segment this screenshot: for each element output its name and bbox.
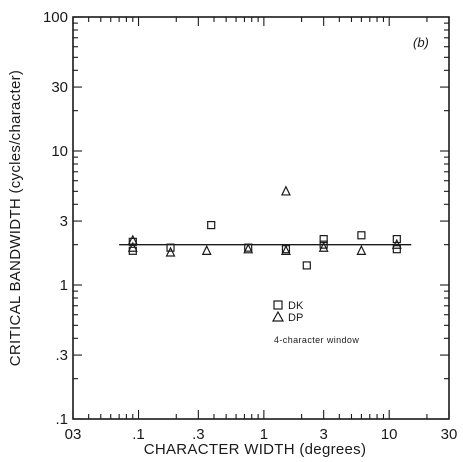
y-tick-label: 10 bbox=[51, 143, 68, 160]
legend-item-dk: DK bbox=[273, 300, 304, 312]
x-tick-label: 1 bbox=[260, 426, 268, 443]
legend-marker-triangle bbox=[271, 310, 285, 322]
legend-marker-square bbox=[273, 300, 283, 310]
data-point-dk bbox=[392, 235, 401, 244]
y-tick-label: 1 bbox=[60, 277, 68, 294]
data-points bbox=[127, 185, 402, 270]
y-tick-labels: .1 .3 1 3 10 30 100 bbox=[43, 9, 68, 428]
legend: DK DP 4-character window bbox=[271, 300, 359, 345]
panel-label: (b) bbox=[413, 35, 429, 50]
axis-ticks bbox=[72, 16, 450, 420]
y-tick-label: 3 bbox=[60, 213, 68, 230]
x-axis-title: CHARACTER WIDTH (degrees) bbox=[144, 441, 367, 458]
data-point-dk bbox=[357, 231, 366, 240]
data-point-dp bbox=[165, 246, 176, 257]
legend-label-dk: DK bbox=[288, 300, 304, 312]
data-point-dk bbox=[392, 245, 401, 254]
data-point-dp bbox=[243, 243, 254, 254]
y-axis-title: CRITICAL BANDWIDTH (cycles/character) bbox=[7, 70, 24, 366]
legend-item-dp: DP bbox=[271, 310, 303, 324]
data-point-dk bbox=[207, 220, 216, 230]
x-tick-label: 10 bbox=[381, 426, 398, 443]
legend-note: 4-character window bbox=[274, 335, 359, 345]
legend-label-dp: DP bbox=[288, 312, 303, 324]
x-tick-label: 30 bbox=[441, 426, 458, 443]
data-point-dp bbox=[127, 241, 138, 252]
x-tick-label: .1 bbox=[132, 426, 145, 443]
data-point-dk bbox=[319, 240, 328, 249]
data-point-dp bbox=[201, 244, 212, 255]
x-tick-label: 3 bbox=[319, 426, 327, 443]
data-point-dp bbox=[356, 244, 367, 255]
data-point-dp bbox=[318, 241, 329, 252]
x-tick-label: 03 bbox=[65, 426, 82, 443]
data-point-dk bbox=[302, 261, 311, 270]
y-tick-label: 30 bbox=[51, 79, 68, 96]
y-tick-label: .1 bbox=[55, 411, 68, 428]
x-tick-labels: 03 .1 .3 1 3 10 30 bbox=[65, 426, 458, 443]
plot-frame bbox=[72, 16, 450, 420]
data-point-dp bbox=[280, 244, 291, 255]
y-tick-label: 100 bbox=[43, 9, 68, 26]
data-point-dp bbox=[391, 238, 402, 249]
data-point-dk bbox=[166, 243, 175, 252]
y-tick-label: .3 bbox=[55, 347, 68, 364]
data-point-dp bbox=[280, 185, 291, 196]
x-tick-label: .3 bbox=[192, 426, 205, 443]
